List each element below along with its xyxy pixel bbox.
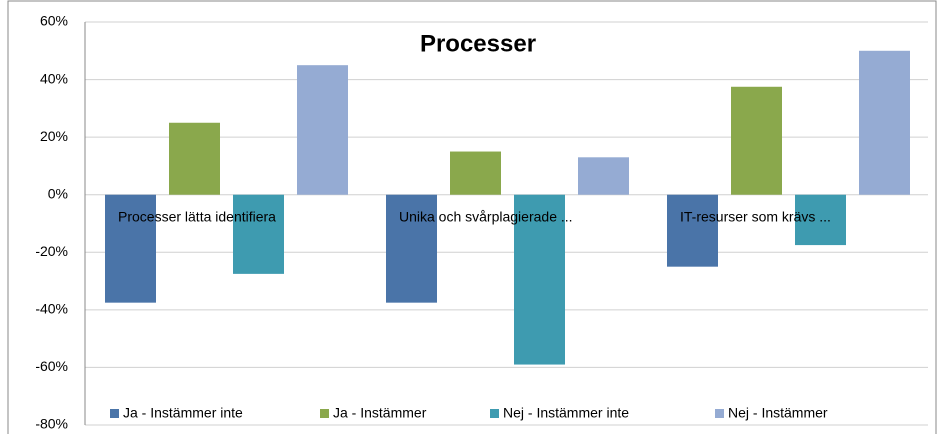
- legend-swatch: [320, 409, 329, 418]
- bar: [859, 50, 910, 195]
- bar: [169, 122, 220, 195]
- bar: [233, 194, 284, 274]
- y-tick-label: -20%: [35, 243, 68, 259]
- bar: [105, 194, 156, 303]
- bar: [578, 157, 629, 195]
- bar: [514, 194, 565, 365]
- y-tick-label: -40%: [35, 301, 68, 317]
- legend-label: Ja - Instämmer inte: [123, 405, 243, 421]
- category-label: IT-resurser som krävs ...: [680, 209, 831, 225]
- legend-label: Nej - Instämmer: [728, 405, 828, 421]
- category-label: Processer lätta identifiera: [118, 209, 276, 225]
- legend-label: Ja - Instämmer: [333, 405, 427, 421]
- y-tick-label: -60%: [35, 358, 68, 374]
- bar: [795, 194, 846, 246]
- y-tick-label: 60%: [40, 13, 68, 29]
- category-label: Unika och svårplagierade ...: [399, 209, 573, 225]
- y-tick-label: 40%: [40, 70, 68, 86]
- bar: [297, 65, 348, 195]
- chart-frame: [7, 0, 937, 434]
- bar: [731, 86, 782, 195]
- chart-title: Processer: [420, 30, 536, 57]
- bar: [450, 151, 501, 195]
- y-tick-label: 20%: [40, 128, 68, 144]
- bar: [386, 194, 437, 303]
- bar: [667, 194, 718, 267]
- y-tick-label: 0%: [48, 185, 68, 201]
- legend-label: Nej - Instämmer inte: [503, 405, 629, 421]
- legend-swatch: [490, 409, 499, 418]
- legend-swatch: [715, 409, 724, 418]
- legend-swatch: [110, 409, 119, 418]
- y-tick-label: -80%: [35, 416, 68, 432]
